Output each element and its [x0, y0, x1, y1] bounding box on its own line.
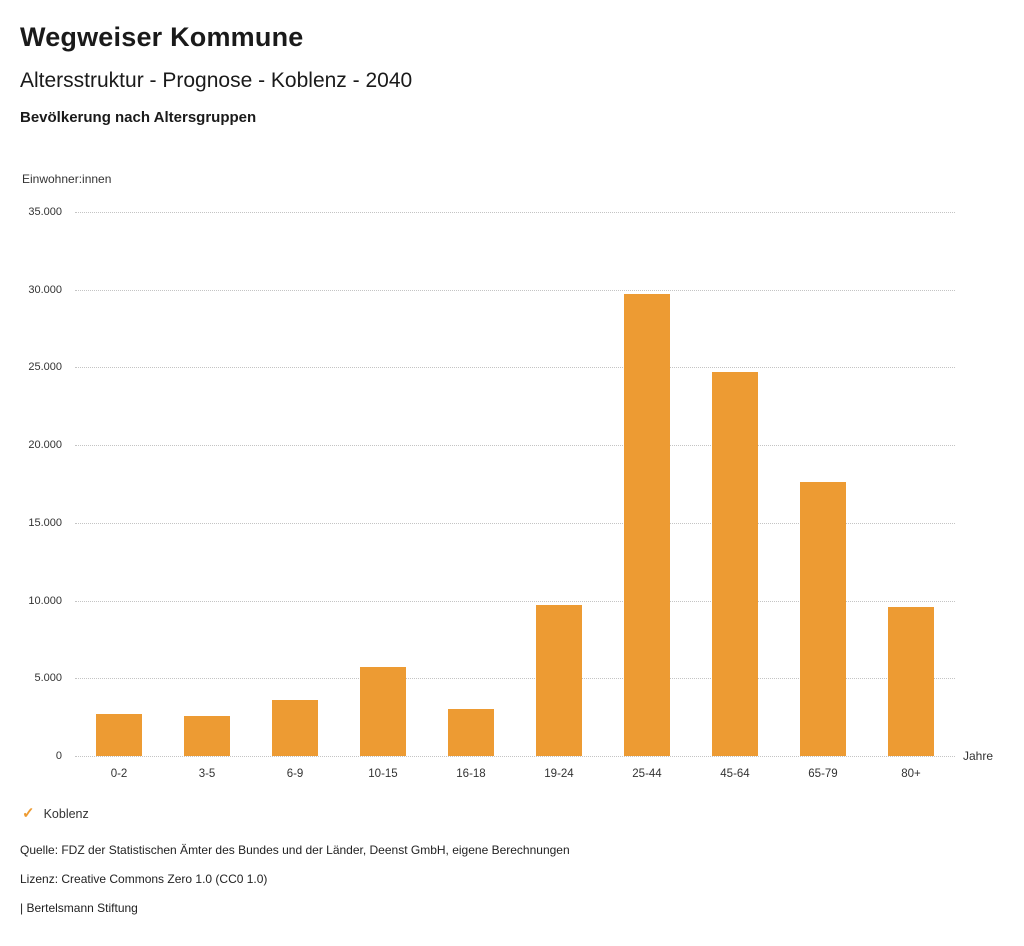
y-tick-label: 35.000: [28, 206, 62, 218]
bar-slot: [251, 212, 339, 756]
y-tick-label: 15.000: [28, 516, 62, 529]
bar-10-15[interactable]: [360, 667, 406, 756]
bar-65-79[interactable]: [800, 482, 846, 756]
gridline: 35.000: [28, 206, 955, 218]
bar-slot: [867, 212, 955, 756]
footer: Quelle: FDZ der Statistischen Ämter des …: [20, 843, 1004, 915]
x-tick-label-19-24: 19-24: [544, 768, 574, 780]
gridline: 5.000: [34, 672, 955, 684]
y-tick-label: 25.000: [28, 361, 62, 374]
bar-slot: [779, 212, 867, 756]
bar-slot: [691, 212, 779, 756]
gridline: 0: [56, 750, 955, 762]
bar-chart-plot-area: 35.000 30.000 25.000 20.000 15.000 10.000 5.00…: [28, 206, 993, 763]
y-tick-label: 20.000: [28, 439, 62, 452]
gridline: 15.000: [28, 517, 955, 529]
source-text: Quelle: FDZ der Statistischen Ämter des …: [20, 843, 570, 857]
gridline: 10.000: [28, 595, 955, 607]
y-tick-label: 0: [55, 750, 62, 762]
legend-label: Koblenz: [43, 806, 89, 821]
gridline: 30.000: [28, 284, 955, 296]
bar-16-18[interactable]: [448, 709, 494, 756]
y-tick-label: 5.000: [34, 672, 62, 685]
gridline: 20.000: [28, 439, 955, 451]
bar-slot: [339, 212, 427, 756]
chart-subtitle: Bevölkerung nach Altersgruppen: [20, 109, 257, 126]
x-axis-title: Jahre: [963, 749, 994, 763]
x-tick-label-25-44: 25-44: [632, 768, 662, 780]
bar-slot: [603, 212, 691, 756]
x-tick-label-45-64: 45-64: [720, 768, 750, 780]
bar-25-44[interactable]: [624, 294, 670, 756]
y-axis-title: Einwohner:innen: [22, 172, 112, 186]
x-tick-label-0-2: 0-2: [110, 768, 128, 780]
bar-3-5[interactable]: [184, 715, 230, 756]
attribution-text: | Bertelsmann Stiftung: [20, 901, 138, 915]
bar-6-9[interactable]: [272, 700, 318, 756]
bar-slot: [163, 212, 251, 756]
gridline: 25.000: [28, 361, 955, 373]
app-title: Wegweiser Kommune: [20, 22, 304, 52]
y-tick-label: 10.000: [28, 594, 62, 607]
x-tick-label-6-9: 6-9: [286, 768, 304, 780]
bar-slot: [75, 212, 163, 756]
bar-19-24[interactable]: [536, 605, 582, 756]
bar-0-2[interactable]: [96, 714, 142, 756]
bar-slot: [515, 212, 603, 756]
bar-80+[interactable]: [888, 606, 934, 756]
x-tick-label-80+: 80+: [901, 768, 921, 780]
bar-45-64[interactable]: [712, 372, 758, 756]
x-tick-label-65-79: 65-79: [808, 768, 838, 780]
license-text: Lizenz: Creative Commons Zero 1.0 (CC0 1…: [20, 872, 268, 886]
chart-title: Altersstruktur - Prognose - Koblenz - 20…: [20, 69, 413, 92]
bar-slot: [427, 212, 515, 756]
legend-item-koblenz[interactable]: ✓ Koblenz: [22, 806, 1004, 821]
bars-container: [75, 212, 955, 756]
x-tick-label-10-15: 10-15: [368, 768, 398, 780]
x-tick-label-16-18: 16-18: [456, 768, 486, 780]
x-tick-label-3-5: 3-5: [198, 768, 216, 780]
y-tick-label: 30.000: [28, 283, 62, 296]
check-icon: ✓: [22, 805, 35, 822]
x-axis-labels: 0-2 3-5 6-9 10-15 16-18 19-24 25-44 45-64 65-79 8…: [75, 768, 955, 780]
